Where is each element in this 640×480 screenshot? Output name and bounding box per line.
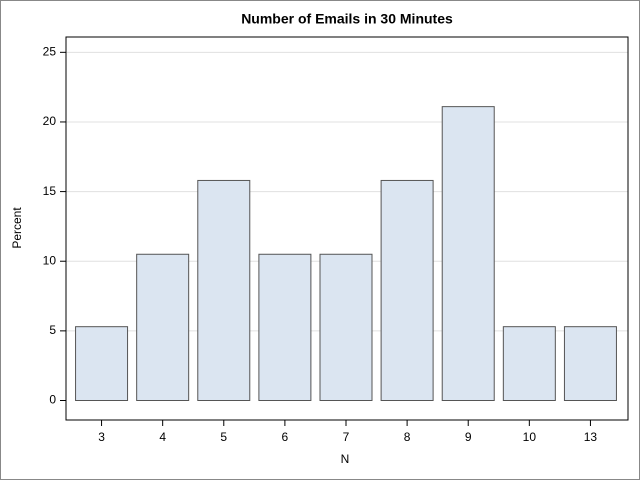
y-tick-label: 0 (49, 393, 56, 407)
y-tick-label: 15 (43, 184, 57, 198)
bar (380, 179, 434, 402)
x-tick-label: 7 (343, 430, 350, 444)
x-tick-label: 5 (220, 430, 227, 444)
chart-title: Number of Emails in 30 Minutes (241, 11, 453, 27)
bar (258, 253, 312, 402)
plot-frame (65, 36, 629, 421)
x-tick-label: 13 (584, 430, 598, 444)
y-tick-label: 10 (43, 253, 57, 267)
x-axis-label: N (341, 452, 350, 466)
y-axis-label: Percent (10, 207, 24, 249)
x-tick-label: 6 (282, 430, 289, 444)
y-tick-label: 25 (43, 44, 57, 58)
bar (319, 253, 373, 402)
bar (502, 326, 556, 402)
x-tick-label: 3 (98, 430, 105, 444)
x-tick-label: 9 (465, 430, 472, 444)
x-tick-label: 4 (159, 430, 166, 444)
x-tick-label: 10 (523, 430, 537, 444)
bar (136, 253, 190, 402)
bar (563, 326, 617, 402)
bar (441, 106, 495, 402)
bar (75, 326, 129, 402)
bar (197, 179, 251, 402)
y-tick-label: 5 (49, 323, 56, 337)
y-tick-label: 20 (43, 114, 57, 128)
x-tick-label: 8 (404, 430, 411, 444)
